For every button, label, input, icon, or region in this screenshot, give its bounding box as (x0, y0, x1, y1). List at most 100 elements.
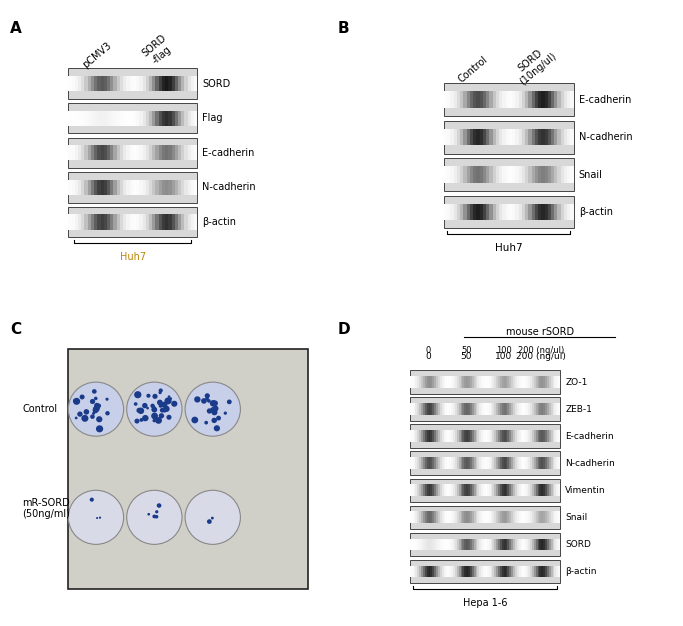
Bar (466, 129, 470, 145)
Bar (477, 511, 479, 523)
Bar (168, 76, 171, 91)
Bar (429, 458, 430, 470)
Bar (549, 458, 550, 470)
Circle shape (96, 517, 98, 519)
Bar (74, 145, 78, 160)
Bar (551, 167, 555, 183)
Bar (544, 91, 548, 108)
Bar (486, 91, 489, 108)
Bar (130, 111, 133, 126)
Bar (494, 485, 496, 496)
Bar (505, 458, 507, 470)
Bar (460, 485, 462, 496)
Text: ZEB-1: ZEB-1 (566, 405, 592, 414)
Bar (165, 145, 168, 160)
Bar (503, 403, 505, 415)
Circle shape (207, 519, 212, 524)
Bar (549, 403, 550, 415)
Text: 200 (ng/ul): 200 (ng/ul) (518, 346, 564, 355)
Bar (451, 129, 454, 145)
Bar (544, 204, 548, 220)
Bar (502, 376, 503, 388)
Bar (522, 430, 525, 442)
Bar (453, 376, 455, 388)
Bar (68, 349, 308, 590)
Bar (522, 167, 525, 183)
Bar (529, 91, 531, 108)
Bar (410, 403, 412, 415)
Bar (549, 376, 550, 388)
Bar (94, 214, 98, 230)
Circle shape (137, 408, 144, 414)
Bar (545, 485, 547, 496)
Bar (526, 376, 528, 388)
Circle shape (135, 419, 139, 424)
Circle shape (168, 396, 170, 398)
Circle shape (148, 513, 150, 516)
Bar (133, 76, 136, 91)
Bar (136, 111, 139, 126)
Bar (466, 565, 468, 577)
Bar (534, 485, 535, 496)
Text: E-cadherin: E-cadherin (579, 95, 631, 105)
Bar (91, 180, 94, 195)
Bar (117, 111, 120, 126)
Bar (555, 430, 556, 442)
Bar (496, 538, 498, 550)
Bar (442, 485, 444, 496)
Bar (530, 538, 532, 550)
Bar (415, 485, 417, 496)
Bar (417, 511, 419, 523)
Bar (510, 511, 511, 523)
Bar (107, 76, 110, 91)
Circle shape (90, 399, 95, 404)
Bar (447, 565, 449, 577)
Bar (545, 458, 547, 470)
Circle shape (160, 408, 165, 413)
Bar (468, 538, 470, 550)
Text: 0: 0 (426, 352, 432, 361)
Bar (423, 458, 425, 470)
Bar (556, 565, 558, 577)
Bar (171, 145, 175, 160)
Bar (540, 565, 541, 577)
Bar (532, 538, 534, 550)
Bar (529, 167, 531, 183)
Bar (81, 180, 85, 195)
Bar (473, 167, 477, 183)
Bar (440, 376, 442, 388)
Bar (540, 485, 541, 496)
Bar (454, 204, 457, 220)
Bar (558, 403, 560, 415)
Bar (430, 565, 432, 577)
Bar (136, 145, 139, 160)
Bar (162, 76, 165, 91)
Bar (517, 485, 519, 496)
Bar (85, 145, 87, 160)
Bar (475, 511, 477, 523)
Circle shape (105, 411, 110, 416)
Bar (434, 458, 436, 470)
Bar (555, 511, 556, 523)
Bar (494, 376, 496, 388)
Bar (438, 376, 440, 388)
Bar (477, 129, 479, 145)
Bar (558, 458, 560, 470)
Bar (485, 485, 487, 496)
Bar (152, 111, 156, 126)
Bar (556, 538, 558, 550)
Bar (436, 485, 438, 496)
Bar (473, 129, 477, 145)
Bar (457, 430, 459, 442)
Bar (502, 511, 503, 523)
Bar (567, 204, 570, 220)
Bar (470, 167, 473, 183)
Bar (531, 129, 535, 145)
Bar (505, 538, 507, 550)
Bar (454, 129, 457, 145)
Bar (94, 145, 98, 160)
Circle shape (80, 394, 85, 399)
Bar (543, 565, 545, 577)
Bar (494, 430, 496, 442)
Bar (531, 91, 535, 108)
